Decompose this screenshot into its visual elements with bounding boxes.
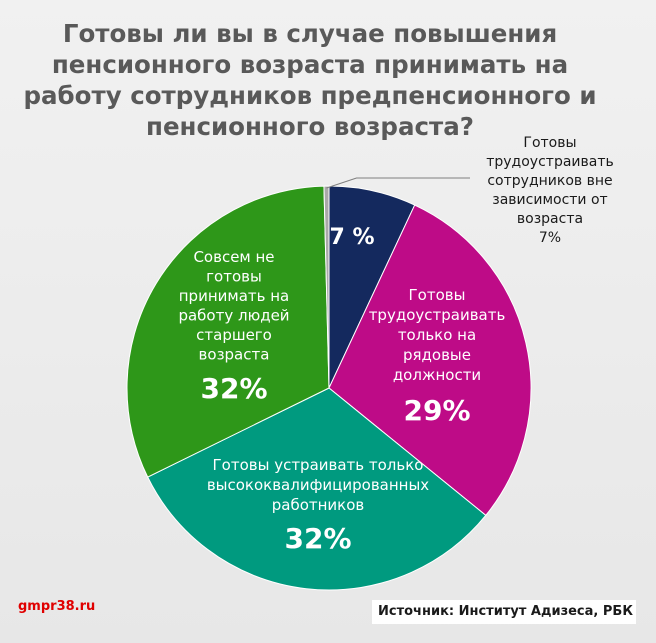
slice-high-qualified-only (147, 387, 487, 591)
slice-category-label: Готовы устраивать только высококвалифицир… (207, 456, 429, 514)
slice-value-label: 32% (284, 522, 351, 555)
source-note: Источник: Институт Адизеса, РБК (372, 600, 636, 624)
leader-line (326, 177, 470, 189)
slice-value-label: 32% (200, 372, 267, 405)
slice-label-any-age: Готовы трудоустраивать сотрудников вне зави… (486, 135, 614, 246)
slice-category-label: Готовы трудоустраивать только на рядовые дол… (369, 286, 506, 384)
slice-not-ready (126, 185, 330, 478)
slice-any-age (323, 185, 330, 389)
site-watermark: gmpr38.ru (18, 599, 96, 614)
slice-category-label: Совсем не готовы принимать на работу людей с… (178, 248, 289, 364)
slice-value-label: 7 % (329, 225, 374, 250)
slice-value-label: 29% (403, 394, 470, 427)
chart-title: Готовы ли вы в случае повышения пенсионн… (23, 19, 597, 141)
slice-rank-and-file-only (328, 204, 532, 517)
